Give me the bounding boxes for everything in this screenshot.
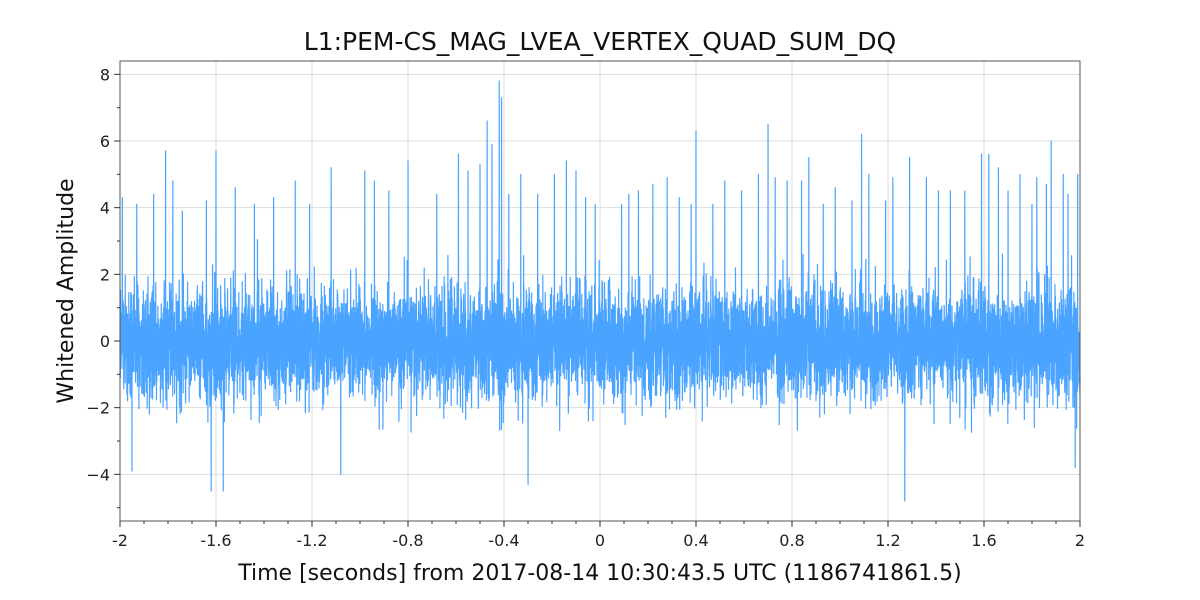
y-tick-label: −2: [86, 399, 110, 418]
series-line: [119, 80, 1081, 502]
x-tick-label: 1.6: [971, 531, 996, 550]
y-tick-label: 2: [100, 265, 110, 284]
axis-ticks: [114, 73, 1081, 527]
y-tick-label: 8: [100, 65, 110, 84]
x-tick-label: 0: [595, 531, 605, 550]
x-tick-label: -0.4: [488, 531, 519, 550]
x-tick-label: -2: [112, 531, 128, 550]
y-tick-label: 0: [100, 332, 110, 351]
x-tick-label: 2: [1075, 531, 1085, 550]
series-group: [119, 80, 1081, 502]
x-tick-label: -1.2: [296, 531, 327, 550]
grid: [119, 61, 1081, 521]
y-axis-title: Whitened Amplitude: [54, 178, 79, 403]
x-tick-label: 0.8: [779, 531, 804, 550]
x-tick-label: 0.4: [683, 531, 708, 550]
x-tick-labels: -2 -1.6 -1.2 -0.8 -0.4 0 0.4 0.8 1.2 1.6 2: [112, 531, 1085, 550]
x-tick-label: -0.8: [392, 531, 423, 550]
y-tick-label: −4: [86, 465, 110, 484]
x-tick-label: 1.2: [875, 531, 900, 550]
y-tick-label: 4: [100, 199, 110, 218]
x-tick-label: -1.6: [200, 531, 231, 550]
x-axis-title: Time [seconds] from 2017-08-14 10:30:43.…: [237, 561, 961, 586]
y-tick-labels: −4 −2 0 2 4 6 8: [86, 65, 110, 484]
chart-title: L1:PEM-CS_MAG_LVEA_VERTEX_QUAD_SUM_DQ: [304, 27, 896, 56]
y-tick-label: 6: [100, 132, 110, 151]
